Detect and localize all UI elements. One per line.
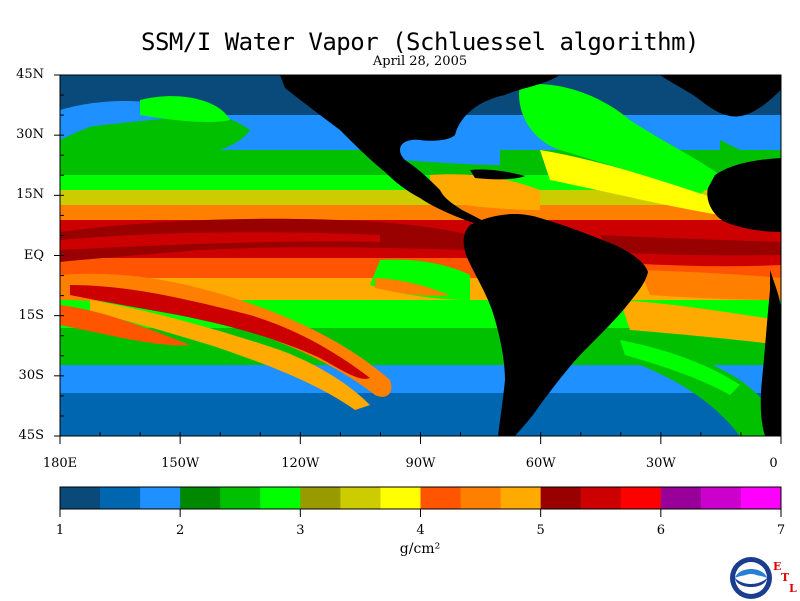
- noaa-logo-icon: [730, 557, 772, 599]
- colorbar-swatch: [300, 487, 341, 509]
- lat-tick-label: 45S: [18, 428, 44, 443]
- colorbar-tick-label: 1: [55, 523, 65, 538]
- colorbar-swatch: [220, 487, 261, 509]
- lon-tick-label: 0: [769, 456, 778, 471]
- axis-ticks: [54, 74, 782, 444]
- colorbar: [59, 486, 782, 517]
- lon-tick-label: 90W: [405, 456, 436, 471]
- etl-letter-e: E: [773, 560, 782, 573]
- lon-tick-label: 60W: [525, 456, 556, 471]
- colorbar-swatch: [460, 487, 502, 509]
- lat-tick-label: EQ: [23, 247, 44, 263]
- lon-tick-label: 30W: [645, 456, 676, 471]
- colorbar-swatch: [540, 487, 582, 509]
- colorbar-tick-label: 4: [416, 523, 425, 538]
- colorbar-tick-label: 2: [176, 523, 185, 538]
- colorbar-swatch: [740, 487, 782, 509]
- colorbar-tick-label: 7: [776, 523, 786, 538]
- lat-tick-label: 45N: [16, 67, 44, 82]
- lat-tick-label: 15S: [18, 307, 44, 323]
- colorbar-swatch: [580, 487, 622, 509]
- colorbar-swatch: [660, 487, 702, 509]
- colorbar-tick-label: 3: [296, 523, 305, 538]
- colorbar-swatch: [380, 487, 421, 509]
- etl-letter-t: T: [781, 571, 790, 584]
- colorbar-swatch: [500, 487, 542, 509]
- colorbar-swatch: [620, 487, 662, 509]
- colorbar-unit: g/cm²: [399, 541, 441, 557]
- lat-tick-label: 15N: [16, 187, 44, 203]
- colorbar-tick-label: 6: [656, 523, 665, 538]
- colorbar-tick-label: 5: [536, 523, 545, 538]
- colorbar-swatch: [60, 487, 101, 509]
- colorbar-swatch: [340, 487, 381, 509]
- etl-letter-l: L: [789, 582, 797, 595]
- colorbar-swatch: [420, 487, 462, 509]
- colorbar-swatch: [700, 487, 742, 509]
- map-title: SSM/I Water Vapor (Schluessel algorithm): [141, 28, 699, 56]
- colorbar-swatch: [180, 487, 221, 509]
- map-date: April 28, 2005: [372, 54, 468, 69]
- lon-tick-label: 150W: [161, 456, 200, 471]
- lat-tick-label: 30S: [18, 367, 44, 383]
- lon-tick-label: 180E: [42, 456, 78, 471]
- colorbar-swatch: [260, 487, 301, 509]
- colorbar-swatch: [100, 487, 141, 509]
- lon-tick-label: 120W: [281, 456, 320, 471]
- lat-tick-label: 30N: [16, 127, 44, 143]
- map-field: [60, 75, 781, 436]
- colorbar-swatch: [140, 487, 181, 509]
